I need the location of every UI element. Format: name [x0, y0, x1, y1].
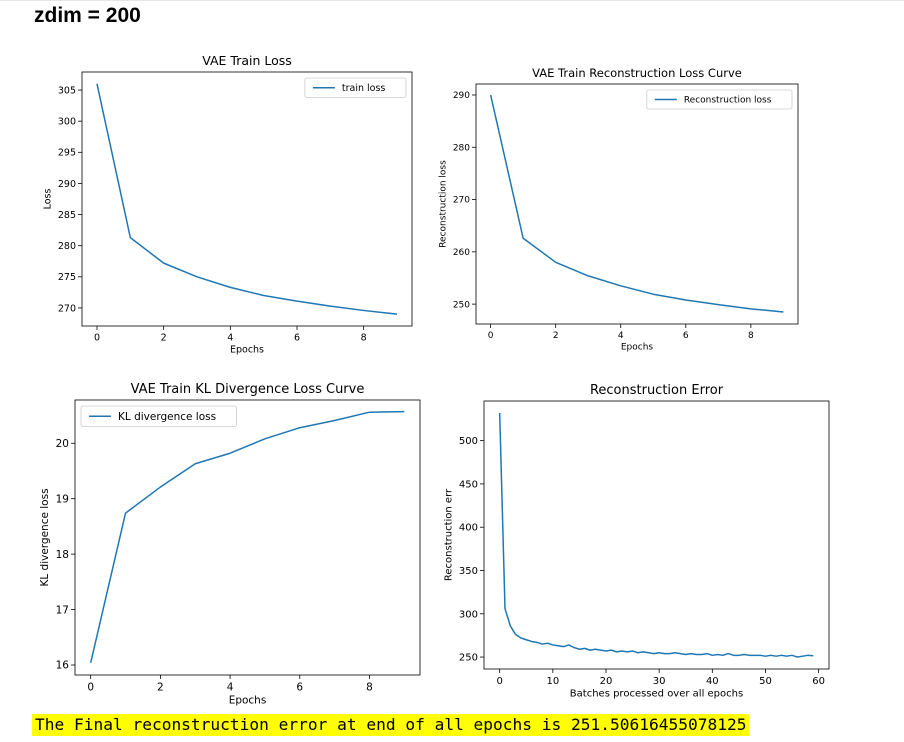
chart-title: VAE Train Reconstruction Loss Curve: [532, 66, 742, 80]
x-axis-label: Epochs: [230, 344, 264, 355]
legend-box: [304, 77, 407, 98]
x-tick-label: 2: [161, 333, 167, 344]
y-tick-label: 260: [453, 248, 470, 258]
x-tick-label: 30: [653, 676, 666, 687]
series-line: [89, 410, 405, 663]
x-tick-label: 6: [294, 333, 300, 344]
x-tick-label: 8: [748, 331, 754, 341]
y-tick-label: 305: [58, 85, 76, 96]
y-tick-label: 18: [56, 549, 69, 561]
x-tick-label: 4: [618, 331, 624, 341]
top-divider: [0, 0, 904, 1]
x-tick-label: 60: [812, 676, 825, 687]
y-tick-label: 250: [459, 653, 478, 664]
y-axis-label: Loss: [42, 189, 53, 210]
y-tick-label: 350: [459, 566, 478, 577]
y-axis-label: KL divergence loss: [39, 488, 51, 586]
y-tick-label: 19: [56, 493, 69, 505]
chart-kl-divergence: VAE Train KL Divergence Loss Curve 0 2 4 6 8 1…: [39, 382, 421, 707]
page-heading: zdim = 200: [34, 4, 141, 27]
legend-box: [646, 89, 793, 110]
y-tick-label: 280: [58, 241, 76, 252]
legend-label: train loss: [342, 83, 386, 94]
final-error-note: The Final reconstruction error at end of…: [32, 714, 750, 736]
x-tick-label: 0: [488, 331, 494, 341]
x-tick-label: 4: [227, 682, 234, 694]
plot-frame: [483, 400, 830, 670]
legend-label: KL divergence loss: [118, 411, 216, 423]
plot-frame: [475, 83, 799, 325]
y-tick-label: 290: [58, 179, 76, 190]
chart-train-loss: VAE Train Loss 0 2 4 6 8 270 275 280 285 290 295 300…: [42, 53, 413, 355]
y-tick-label: 300: [58, 117, 76, 128]
y-tick-label: 275: [58, 272, 76, 283]
series-line: [489, 94, 784, 313]
y-tick-label: 290: [453, 91, 470, 101]
y-tick-label: 500: [459, 436, 478, 447]
series-line: [96, 83, 398, 315]
y-tick-label: 270: [58, 303, 76, 314]
y-tick-label: 400: [459, 523, 478, 534]
y-tick-label: 16: [56, 660, 70, 672]
x-tick-label: 0: [87, 682, 94, 694]
x-tick-label: 2: [553, 331, 559, 341]
legend-label: Reconstruction loss: [684, 96, 772, 106]
x-tick-label: 8: [366, 682, 373, 694]
y-tick-label: 20: [56, 438, 69, 450]
y-tick-label: 295: [58, 148, 76, 159]
y-tick-label: 250: [453, 300, 470, 310]
y-tick-label: 300: [459, 609, 478, 620]
x-tick-label: 40: [706, 676, 719, 687]
x-axis-label: Epochs: [229, 695, 267, 707]
chart-reconstruction-error: Reconstruction Error 0 10 20 30 40 50 60 250 300 3…: [443, 383, 830, 700]
chart-title: VAE Train Loss: [202, 53, 292, 68]
x-tick-label: 50: [759, 676, 772, 687]
x-tick-label: 8: [361, 333, 367, 344]
plot-frame: [74, 399, 421, 676]
y-axis-label: Reconstruction loss: [438, 160, 448, 248]
x-tick-label: 2: [157, 682, 164, 694]
y-tick-label: 270: [453, 196, 470, 206]
chart-reconstruction-loss: VAE Train Reconstruction Loss Curve 0 2 4 6 8…: [438, 66, 799, 352]
legend-box: [80, 405, 238, 427]
x-tick-label: 6: [683, 331, 689, 341]
x-tick-label: 6: [296, 682, 303, 694]
x-tick-label: 4: [227, 333, 233, 344]
y-axis-label: Reconstruction err: [443, 488, 454, 581]
x-axis-label: Batches processed over all epochs: [570, 689, 743, 700]
chart-title: Reconstruction Error: [590, 383, 724, 398]
y-tick-label: 17: [56, 604, 69, 616]
plot-frame: [81, 71, 413, 327]
x-tick-label: 10: [546, 676, 559, 687]
x-tick-label: 20: [600, 676, 613, 687]
series-line: [498, 412, 814, 658]
y-tick-label: 280: [453, 143, 470, 153]
chart-title: VAE Train KL Divergence Loss Curve: [131, 382, 365, 397]
y-tick-label: 450: [459, 479, 478, 490]
x-axis-label: Epochs: [621, 342, 654, 352]
y-tick-label: 285: [58, 210, 76, 221]
x-tick-label: 0: [94, 333, 100, 344]
x-tick-label: 0: [496, 676, 502, 687]
